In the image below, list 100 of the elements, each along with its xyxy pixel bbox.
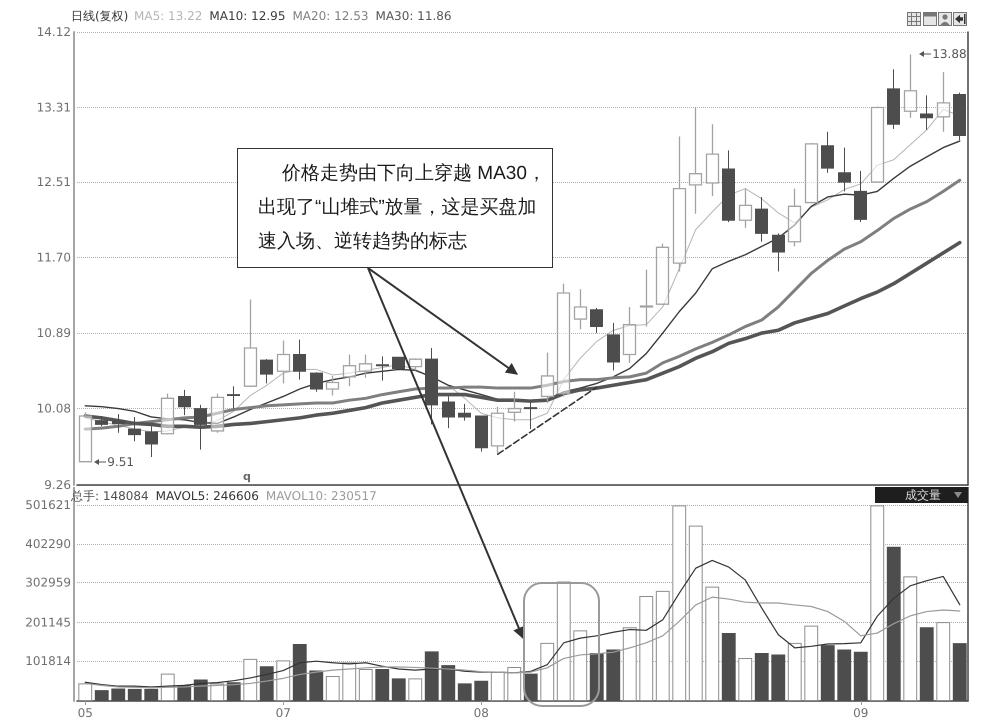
candlestick	[244, 298, 258, 388]
candlestick	[508, 391, 522, 422]
y-tick-label: 302959	[25, 576, 71, 590]
candlestick	[490, 406, 504, 454]
candlestick	[210, 393, 224, 434]
candlestick	[227, 386, 240, 410]
y-tick-label: 10.89	[36, 326, 71, 340]
candlestick	[178, 389, 191, 416]
candlestick	[887, 68, 900, 130]
bar	[556, 582, 571, 701]
text: 总手: 148084	[70, 489, 149, 503]
text: MA30: 11.86	[375, 9, 452, 23]
x-tick-label: 05	[78, 706, 93, 720]
bar	[326, 676, 340, 701]
candlestick	[475, 416, 488, 452]
candlestick	[788, 188, 802, 248]
bar	[903, 576, 918, 701]
candlestick	[672, 136, 686, 272]
candlestick	[574, 288, 588, 330]
candlestick	[706, 124, 720, 197]
bar	[936, 622, 950, 701]
bar	[358, 668, 373, 701]
bar	[870, 505, 884, 701]
candlestick	[310, 372, 323, 392]
x-tick-label: 07	[276, 706, 291, 720]
bar	[342, 662, 356, 701]
candlestick	[755, 196, 768, 242]
chart-title: 日线(复权)	[71, 9, 128, 23]
bar	[705, 586, 720, 701]
candlestick	[160, 393, 174, 436]
candlestick	[607, 322, 620, 371]
candlestick	[326, 375, 340, 396]
y-tick-label: 9.26	[44, 478, 71, 492]
annotation: q	[243, 470, 251, 483]
bar	[408, 678, 422, 701]
candlestick	[920, 94, 933, 130]
candlestick	[772, 232, 785, 272]
candlestick	[838, 147, 851, 192]
dropdown: 成交量	[875, 487, 968, 503]
y-tick-label: 14.12	[36, 25, 71, 39]
candlestick	[821, 131, 834, 174]
text: MA20: 12.53	[292, 9, 368, 23]
candlestick	[260, 358, 273, 384]
x-tick-label: 09	[853, 706, 868, 720]
candlestick	[804, 142, 818, 204]
bar	[788, 642, 802, 701]
bar	[160, 674, 175, 701]
candlestick	[540, 352, 554, 404]
bar	[540, 642, 554, 701]
annotation: 13.88	[932, 47, 967, 62]
candlestick	[392, 356, 405, 369]
candlestick	[622, 306, 636, 364]
annotation: 成交量	[905, 487, 941, 503]
candlestick	[870, 106, 884, 184]
candlestick	[738, 188, 752, 228]
bar	[490, 672, 505, 701]
bar	[738, 658, 752, 701]
y-tick-label: 101814	[25, 654, 71, 668]
y-tick-label: 11.70	[36, 250, 71, 265]
candlestick	[854, 170, 867, 223]
candlestick	[276, 340, 290, 384]
candlestick	[904, 54, 918, 118]
candlestick	[556, 283, 570, 398]
bar	[78, 683, 92, 701]
candlestick	[722, 150, 735, 223]
annotation: 价格走势由下向上穿越 MA30，出现了“山堆式”放量，这是买盘加速入场、逆转趋势的标志	[237, 148, 553, 268]
candlestick	[408, 358, 422, 371]
bar	[804, 626, 818, 701]
text: MAVOL10: 230517	[266, 489, 377, 503]
candlestick	[936, 71, 950, 132]
candlestick	[425, 347, 438, 425]
text: MA5: 13.22	[134, 9, 202, 23]
line-series	[84, 560, 960, 688]
y-tick-label: 501621	[25, 498, 71, 512]
y-tick-label: 402290	[25, 536, 71, 551]
bar	[639, 596, 654, 701]
bar	[656, 590, 670, 701]
bar	[688, 526, 703, 701]
candlestick	[78, 412, 92, 462]
candlestick	[293, 339, 306, 380]
y-tick-label: 12.51	[36, 175, 71, 190]
bar	[507, 667, 522, 701]
text: MA10: 12.95	[209, 9, 286, 23]
y-tick-label: 201145	[25, 615, 71, 630]
bar	[573, 630, 588, 701]
candlestick	[688, 106, 702, 214]
bar	[210, 683, 224, 701]
candlestick	[640, 269, 654, 328]
candlestick	[342, 354, 356, 387]
bar	[622, 627, 637, 701]
y-tick-label: 13.31	[36, 100, 71, 114]
candlestick	[458, 403, 471, 422]
annotation: 9.51	[107, 454, 134, 469]
candlestick	[358, 354, 372, 378]
x-tick-label: 08	[474, 706, 489, 720]
bar	[672, 505, 686, 701]
line-series	[496, 386, 598, 456]
y-tick-label: 10.08	[36, 402, 71, 416]
bar	[276, 660, 290, 701]
candlestick	[376, 356, 389, 382]
